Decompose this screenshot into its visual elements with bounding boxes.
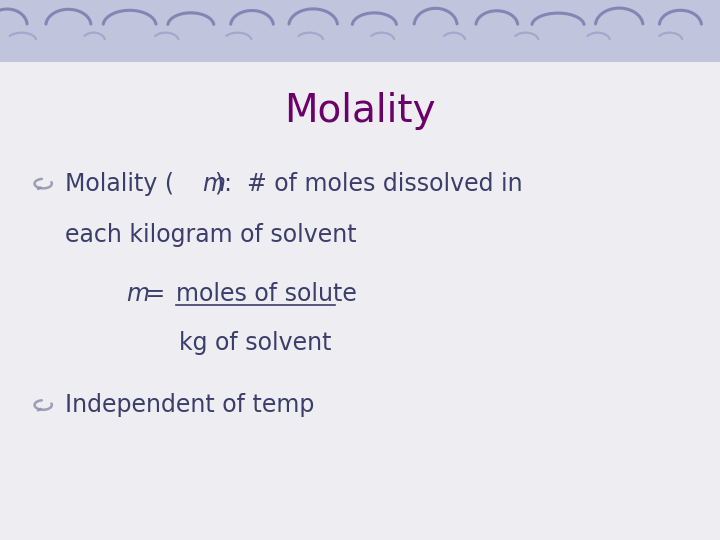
Text: ):  # of moles dissolved in: ): # of moles dissolved in bbox=[215, 172, 523, 195]
Text: Molality (: Molality ( bbox=[65, 172, 174, 195]
Text: kg of solvent: kg of solvent bbox=[179, 331, 332, 355]
Text: each kilogram of solvent: each kilogram of solvent bbox=[65, 223, 356, 247]
Text: m: m bbox=[202, 172, 225, 195]
FancyBboxPatch shape bbox=[0, 0, 720, 62]
Text: Molality: Molality bbox=[284, 92, 436, 130]
Text: moles of solute: moles of solute bbox=[176, 282, 357, 306]
Text: Independent of temp: Independent of temp bbox=[65, 393, 314, 417]
Text: m: m bbox=[126, 282, 149, 306]
Text: =: = bbox=[138, 282, 173, 306]
